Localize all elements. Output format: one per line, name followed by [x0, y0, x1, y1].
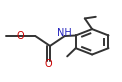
Text: O: O: [44, 59, 52, 69]
Text: O: O: [17, 31, 25, 41]
Text: NH: NH: [57, 28, 71, 38]
